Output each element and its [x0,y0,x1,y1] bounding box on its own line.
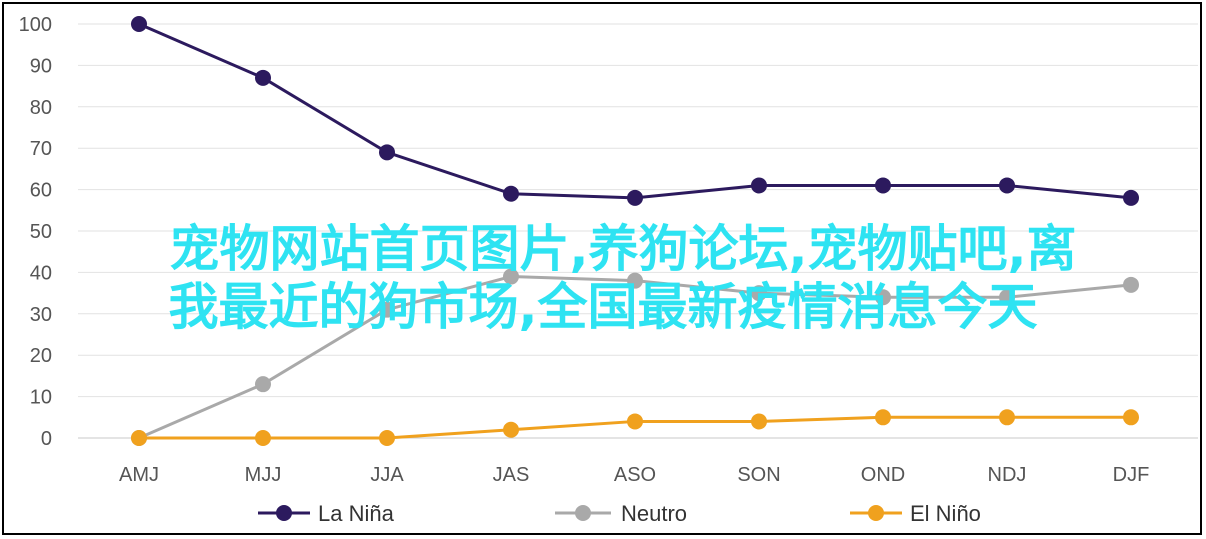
y-tick-label: 90 [30,55,52,77]
data-point [379,144,395,161]
data-point [627,272,643,289]
x-tick-label: JAS [493,464,530,486]
data-point [131,430,147,446]
x-tick-label: MJJ [245,464,282,486]
x-tick-label: OND [861,464,905,486]
data-point [751,177,767,194]
legend: La Niña Neutro El Niño [258,501,981,526]
x-tick-label: JJA [370,464,404,486]
legend-marker [276,505,292,521]
x-tick-label: AMJ [119,464,159,486]
data-point [627,413,643,430]
y-tick-label: 20 [30,345,52,367]
y-tick-label: 40 [30,262,52,284]
data-point [627,189,643,206]
data-point [255,376,271,393]
x-tick-label: DJF [1113,464,1150,486]
data-point [255,430,271,446]
legend-label: Neutro [621,501,687,526]
legend-marker [575,505,591,521]
y-axis: 0 10 20 30 40 50 60 70 80 90 100 [19,14,52,450]
data-point [379,430,395,446]
data-point [1123,409,1139,426]
x-tick-label: ASO [614,464,656,486]
legend-label: El Niño [910,501,981,526]
data-point [1123,276,1139,293]
y-tick-label: 50 [30,221,52,243]
legend-label: La Niña [318,501,395,526]
data-point [503,268,519,285]
data-point [999,177,1015,194]
y-tick-label: 10 [30,387,52,409]
data-point [751,285,767,302]
data-point [875,409,891,426]
series-el-ni-o [131,409,1139,446]
data-point [999,409,1015,426]
series-group [131,16,1139,446]
data-point [379,301,395,318]
y-tick-label: 70 [30,138,52,160]
data-point [131,16,147,32]
series-line [138,22,1132,200]
data-point [503,421,519,438]
grid-lines [78,23,1198,439]
y-tick-label: 0 [41,428,52,450]
legend-marker [868,505,884,521]
data-point [999,289,1015,306]
data-point [875,177,891,194]
y-tick-label: 100 [19,14,52,36]
legend-item: La Niña [258,501,395,526]
y-tick-label: 60 [30,180,52,202]
data-point [751,413,767,430]
legend-item: Neutro [555,501,687,526]
legend-item: El Niño [850,501,981,526]
data-point [1123,189,1139,206]
data-point [875,289,891,306]
y-tick-label: 80 [30,97,52,119]
y-tick-label: 30 [30,304,52,326]
x-tick-label: SON [737,464,780,486]
data-point [255,69,271,86]
series-la-ni-a [131,16,1139,206]
data-point [503,185,519,202]
x-tick-label: NDJ [988,464,1027,486]
x-axis: AMJ MJJ JJA JAS ASO SON OND NDJ DJF [119,464,1149,486]
